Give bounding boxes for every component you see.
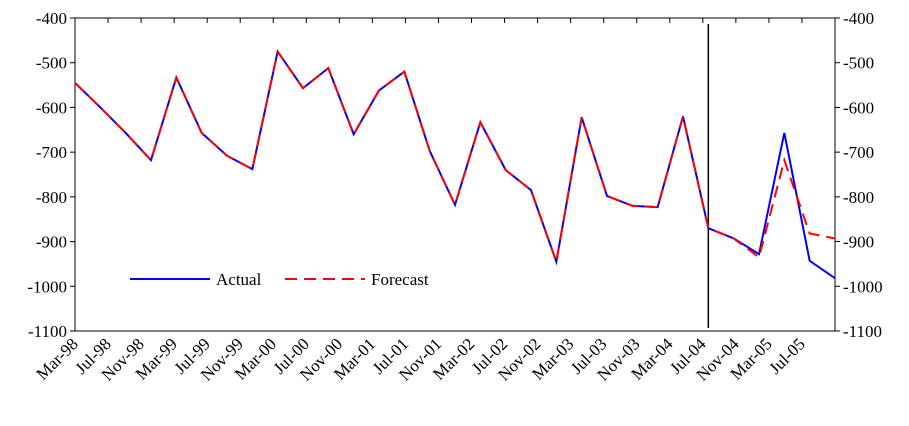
y2-tick-label: -900: [843, 233, 874, 252]
y-tick-label: -600: [36, 98, 67, 117]
y2-tick-label: -800: [843, 188, 874, 207]
y2-tick-label: -700: [843, 143, 874, 162]
y2-tick-label: -1000: [843, 277, 883, 296]
legend-label: Actual: [216, 270, 262, 289]
y-tick-label: -900: [36, 233, 67, 252]
series-line: [74, 49, 836, 266]
y2-tick-label: -400: [843, 9, 874, 28]
y2-tick-label: -1100: [843, 322, 882, 341]
y-tick-label: -500: [36, 54, 67, 73]
y-tick-label: -400: [36, 9, 67, 28]
x-tick-label: Jul-05: [765, 334, 808, 377]
x-tick-label: Mar-98: [33, 334, 82, 383]
y2-tick-label: -600: [843, 98, 874, 117]
y-tick-label: -700: [36, 143, 67, 162]
y-tick-label: -1000: [27, 277, 67, 296]
plot-frame: [74, 17, 836, 332]
y-tick-label: -800: [36, 188, 67, 207]
legend-label: Forecast: [371, 270, 429, 289]
series-line: [74, 49, 836, 280]
y2-tick-label: -500: [843, 54, 874, 73]
y-tick-label: -1100: [28, 322, 67, 341]
